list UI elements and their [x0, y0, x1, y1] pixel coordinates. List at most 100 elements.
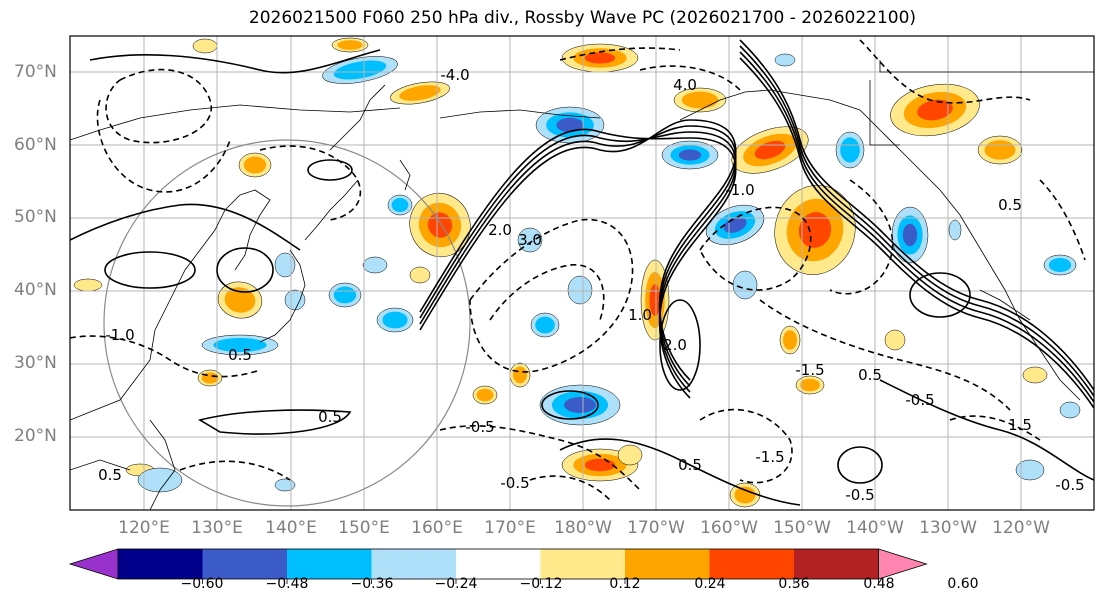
lon-label-150w: 150°W	[773, 518, 831, 538]
colorbar-tick-label: −0.60	[180, 576, 224, 592]
coastline	[869, 80, 900, 146]
lon-label-130e: 130°E	[191, 518, 243, 538]
contour-label: -0.5	[845, 486, 874, 504]
colorbar-tick-label: 0.24	[694, 576, 726, 592]
contour-line-positive	[739, 39, 1094, 391]
divergence-shading	[476, 388, 494, 402]
contour-line-positive	[739, 57, 1094, 409]
lon-label-160w: 160°W	[700, 518, 758, 538]
contour-line-negative	[699, 408, 793, 484]
rossby-wave-contours-layer	[70, 39, 1094, 506]
convergence-shading	[333, 286, 357, 304]
contour-line-negative	[70, 335, 261, 378]
coastline	[224, 189, 271, 271]
contour-line-negative	[639, 65, 741, 91]
coastline	[70, 104, 401, 141]
divergence-shading	[800, 378, 820, 392]
lat-label-20n: 20°N	[14, 426, 57, 446]
contour-line-positive	[104, 251, 196, 289]
colorbar-swatch	[456, 549, 541, 579]
coastline	[439, 109, 601, 119]
convergence-shading	[213, 338, 267, 352]
convergence-shading	[1059, 401, 1081, 419]
colorbar-swatch	[625, 549, 710, 579]
convergence-shading	[137, 467, 183, 493]
colorbar-tick-label: 0.36	[778, 576, 810, 592]
lon-label-130w: 130°W	[919, 518, 977, 538]
contour-label: 2.0	[488, 221, 512, 239]
convergence-shading	[362, 256, 388, 274]
lon-label-160e: 160°E	[411, 518, 463, 538]
contour-line-negative	[559, 47, 681, 61]
divergence-shading	[243, 156, 267, 174]
convergence-shading	[732, 270, 758, 300]
colorbar-tick-label: 0.12	[609, 576, 641, 592]
colorbar	[68, 548, 964, 584]
divergence-shading	[884, 329, 906, 351]
divergence-shading	[399, 85, 441, 101]
lat-label-30n: 30°N	[14, 353, 57, 373]
colorbar-tick-label: −0.36	[350, 576, 394, 592]
contour-line-negative	[1039, 179, 1086, 261]
divergence-shading	[984, 140, 1016, 160]
contour-line-positive	[739, 51, 1094, 403]
contour-line-positive	[419, 119, 737, 381]
convergence-shading	[333, 60, 387, 80]
contour-line-positive	[541, 390, 599, 420]
divergence-shading	[409, 266, 431, 284]
figure-title: 2026021500 F060 250 hPa div., Rossby Wav…	[248, 8, 917, 28]
convergence-shading	[567, 275, 593, 305]
contour-label: 0.5	[998, 196, 1022, 214]
lat-label-60n: 60°N	[14, 135, 57, 155]
divergence-shading	[798, 212, 832, 248]
contour-label: 0.5	[858, 366, 882, 384]
divergence-shading	[1022, 366, 1048, 384]
coastlines-layer	[70, 60, 1094, 510]
lat-label-70n: 70°N	[14, 62, 57, 82]
contour-label: -1.5	[755, 448, 784, 466]
coastline	[979, 289, 1031, 321]
contour-line-negative	[489, 264, 605, 321]
contour-label: 3.0	[518, 231, 542, 249]
contour-label: 0.5	[318, 408, 342, 426]
contour-line-negative	[759, 299, 1011, 411]
contour-line-positive	[909, 272, 971, 318]
contour-line-positive	[739, 45, 1094, 397]
contour-label: 4.0	[673, 76, 697, 94]
coastline	[149, 419, 176, 510]
convergence-shading	[556, 117, 584, 133]
contour-line-negative	[529, 475, 611, 501]
contour-labels-layer: 0.5 -0.5 1.0 -1.0 1.5 -1.5 2.0 3.0 4.0 -4.0 0.5 -0.…	[98, 66, 1085, 504]
contour-line-positive	[307, 159, 353, 181]
contour-label: -0.5	[500, 474, 529, 492]
contour-label: 1.0	[628, 306, 652, 324]
convergence-shading	[774, 53, 796, 67]
divergence-shading	[617, 444, 643, 466]
contour-line-negative	[829, 179, 894, 295]
divergence-shading	[584, 458, 616, 472]
contour-line-negative	[259, 145, 362, 221]
contour-line-negative	[105, 68, 213, 144]
contour-label: 2.0	[663, 336, 687, 354]
convergence-shading	[564, 397, 596, 413]
colorbar-swatch	[709, 549, 794, 579]
coastline	[259, 249, 306, 343]
colorbar-extend-high	[878, 548, 928, 580]
colorbar-swatch	[287, 549, 372, 579]
convergence-shading	[902, 223, 918, 247]
colorbar-swatch	[794, 549, 879, 579]
divergence-shading	[917, 99, 953, 121]
contour-line-positive	[879, 379, 1094, 481]
contour-label: 0.5	[98, 466, 122, 484]
divergence-shading	[73, 278, 103, 292]
contour-line-negative	[469, 218, 634, 373]
shaded-divergence-layer	[73, 37, 1081, 508]
lon-label-150e: 150°E	[338, 518, 390, 538]
contour-line-positive	[419, 125, 737, 387]
contour-line-negative	[96, 99, 231, 193]
colorbar-swatch	[540, 549, 625, 579]
map-frame	[69, 35, 1095, 511]
contour-line-positive	[559, 438, 801, 506]
contour-line-positive	[89, 49, 381, 74]
